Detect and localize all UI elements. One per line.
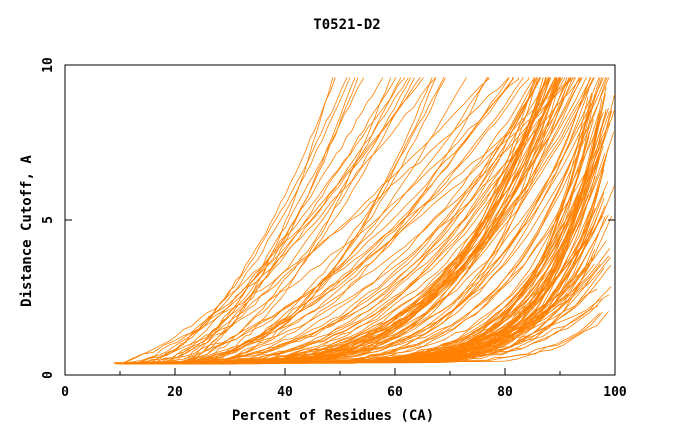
series-line: [125, 77, 421, 365]
series-line: [157, 77, 510, 365]
series-line: [132, 77, 359, 365]
series-line: [139, 77, 566, 365]
series-line: [132, 77, 350, 365]
series-line: [172, 77, 334, 365]
x-tick-label: 0: [61, 385, 69, 400]
x-tick-label: 80: [497, 385, 513, 400]
series-line: [204, 77, 467, 365]
series-line: [128, 77, 489, 365]
series-line: [157, 77, 437, 365]
series-line: [126, 77, 513, 364]
y-tick-label: 10: [41, 57, 56, 73]
x-tick-label: 40: [277, 385, 293, 400]
series-line: [113, 77, 537, 364]
series-line: [135, 77, 402, 365]
series-line: [151, 77, 557, 365]
series-line: [180, 77, 580, 365]
series-line: [164, 77, 405, 364]
x-tick-label: 100: [603, 385, 627, 400]
series-line: [159, 77, 592, 365]
series-line: [163, 77, 594, 364]
series-line: [161, 77, 542, 363]
series-line: [114, 77, 424, 364]
series-layer: [113, 77, 616, 365]
series-line: [190, 77, 391, 364]
x-tick-label: 60: [387, 385, 403, 400]
series-line: [142, 77, 348, 365]
series-line: [154, 77, 572, 365]
tick-layer: 0 20 40 60 80 100 0 5 10: [41, 57, 627, 400]
series-line: [191, 77, 412, 365]
series-line: [199, 77, 530, 365]
x-axis-label: Percent of Residues (CA): [232, 408, 434, 424]
y-axis-label: Distance Cutoff, A: [19, 155, 35, 307]
series-line: [147, 77, 524, 364]
series-line: [177, 77, 571, 365]
chart-title: T0521-D2: [313, 17, 380, 33]
series-line: [180, 77, 364, 365]
series-line: [170, 77, 415, 363]
series-line: [176, 77, 383, 365]
series-line: [154, 77, 446, 364]
y-tick-label: 0: [41, 371, 56, 379]
x-tick-label: 20: [167, 385, 183, 400]
y-tick-label: 5: [41, 216, 56, 224]
series-line: [193, 77, 433, 363]
series-line: [122, 77, 519, 364]
series-line: [162, 77, 561, 364]
series-line: [161, 77, 490, 365]
series-line: [187, 77, 515, 365]
series-line: [114, 77, 509, 364]
